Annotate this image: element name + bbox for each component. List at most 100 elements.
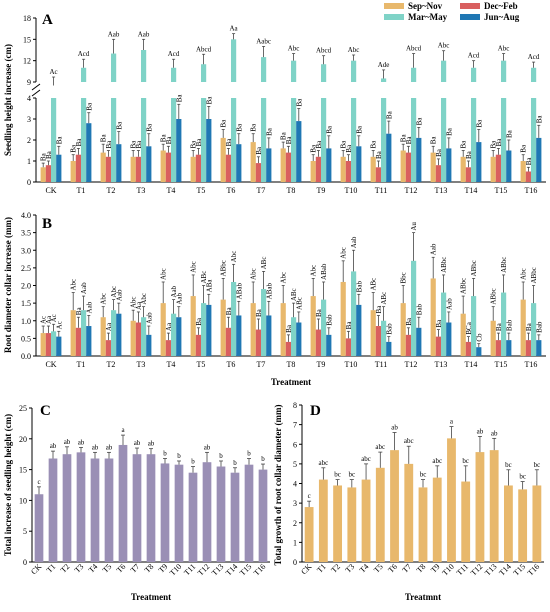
panel-b-sig-label: ABa: [205, 279, 213, 293]
panel-b-bar: [296, 322, 302, 356]
panel-b-bar: [405, 334, 411, 356]
legend: Sep~Nov Dec~Feb Mar~May Jun~Aug: [384, 1, 520, 22]
panel-c-letter: C: [40, 403, 51, 419]
panel-a-bar: [195, 154, 201, 182]
panel-a-sig-label: Ba: [75, 138, 83, 147]
panel-a-bar: [531, 67, 537, 82]
panel-a-bar: [141, 98, 147, 182]
panel-b-bar: [261, 289, 267, 356]
panel-b-sig-label: Aa: [165, 322, 173, 331]
panel-a-bar: [411, 98, 417, 182]
panel-a-xtick-label: T7: [257, 186, 266, 195]
panel-a-sig-label: Acd: [78, 50, 90, 58]
panel-c-ytick-label: 20: [19, 435, 27, 444]
panel-c-xtick-label: T1: [45, 562, 58, 575]
panel-c-sig-label: ab: [92, 443, 99, 451]
panel-b-bar: [326, 334, 332, 356]
panel-b-bar: [280, 303, 286, 356]
panel-b-sig-label: Ba: [495, 322, 503, 331]
panel-a-sig-label: Ba: [310, 144, 318, 153]
legend-swatch: [460, 14, 480, 20]
panel-d-bar: [333, 485, 343, 562]
panel-a-bar: [56, 154, 62, 182]
panel-b-bar: [176, 317, 182, 356]
panel-b-sig-label: Ac: [40, 316, 48, 324]
panel-b-sig-label: Ba: [315, 308, 323, 317]
panel-c-ylabel: Total increase of seedling height (cm): [3, 414, 13, 556]
panel-d-bar: [361, 479, 371, 562]
panel-a-bar: [45, 165, 51, 182]
panel-c-bar: [188, 472, 198, 562]
panel-a-bar: [310, 161, 316, 182]
panel-a-sig-label: Aab: [108, 30, 120, 38]
panel-c-ytick-label: 25: [19, 404, 27, 413]
panel-a-ytick-label: 15: [23, 35, 31, 44]
panel-a-xtick-label: T6: [227, 186, 236, 195]
panel-b-ytick-label: 1.0: [21, 317, 31, 326]
panel-a-xtick-label: T3: [137, 186, 146, 195]
panel-a-sig-label: Ba: [400, 134, 408, 143]
panel-a-bar: [81, 98, 87, 182]
panel-b-bar: [220, 299, 226, 356]
panel-b-bar: [506, 340, 512, 356]
panel-d-xtick-label: T15: [512, 562, 527, 577]
panel-b-bar: [435, 336, 441, 356]
panel-a-bar: [280, 148, 286, 182]
panel-c-bar: [104, 458, 114, 562]
panel-b-bar: [460, 313, 466, 356]
panel-a-bar: [296, 121, 302, 182]
panel-a-bar: [356, 146, 362, 182]
panel-b-bar: [111, 310, 117, 356]
panel-a-bar: [100, 152, 106, 182]
panel-b-sig-label: ABbc: [500, 257, 508, 273]
panel-d-ytick-label: 5: [293, 460, 297, 469]
panel-b-sig-label: ABbc: [490, 288, 498, 304]
panel-b-xtick-label: CK: [45, 360, 56, 369]
panel-b-sig-label: Abc: [310, 265, 318, 277]
panel-a-sig-label: Ade: [378, 61, 390, 69]
panel-a-sig-label: Ba: [145, 123, 153, 132]
panel-d-sig-label: abc: [375, 443, 385, 451]
panel-d-bar: [347, 487, 357, 562]
panel-b-ytick-label: 3.5: [21, 229, 31, 238]
panel-b-sig-label: Bab: [325, 314, 333, 326]
panel-a-sig-label: Ba: [265, 127, 273, 136]
panel-b-bar: [315, 329, 321, 356]
panel-a-sig-label: Ba: [525, 157, 533, 166]
panel-a-sig-label: Ba: [255, 146, 263, 155]
panel-b-xlabel: Treatment: [271, 377, 311, 387]
panel-a-sig-label: Abc: [438, 42, 450, 50]
panel-b-xtick-label: T2: [107, 360, 116, 369]
panel-b-bar: [446, 322, 452, 356]
panel-b-sig-label: Abc: [340, 247, 348, 259]
panel-d-sig-label: bc: [462, 457, 469, 465]
panel-b-sig-label: ABab: [320, 263, 328, 280]
panel-b-sig-label: Aab: [80, 282, 88, 294]
panel-a-bar: [460, 156, 466, 182]
panel-b-sig-label: Bbc: [400, 272, 408, 283]
panel-b-bar: [250, 303, 256, 356]
panel-b-bar: [345, 338, 351, 356]
panel-a-sig-label: Aab: [138, 30, 150, 38]
panel-a-bar: [501, 60, 507, 82]
panel-a-xtick-label: T4: [167, 186, 176, 195]
panel-a-ytick-label: 12: [23, 57, 31, 66]
panel-d-sig-label: abc: [404, 437, 414, 445]
panel-a-bar: [441, 60, 447, 82]
panel-a-bar: [381, 78, 387, 82]
panel-a-sig-label: Abc: [498, 45, 510, 53]
panel-b-bar: [400, 303, 406, 356]
panel-b-sig-label: Bab: [505, 319, 513, 331]
panel-b-bar: [135, 322, 141, 356]
panel-c-xtick-label: T9: [157, 562, 170, 575]
panel-b-bar: [190, 296, 196, 356]
panel-b-sig-label: Aab: [115, 289, 123, 301]
panel-b-xtick-label: T13: [435, 360, 448, 369]
panel-b-bar: [525, 340, 531, 356]
legend-swatch: [460, 3, 480, 9]
panel-a-sig-label: Ba: [415, 117, 423, 126]
panel-b-sig-label: Bab: [415, 303, 423, 315]
panel-a-bar: [345, 161, 351, 182]
